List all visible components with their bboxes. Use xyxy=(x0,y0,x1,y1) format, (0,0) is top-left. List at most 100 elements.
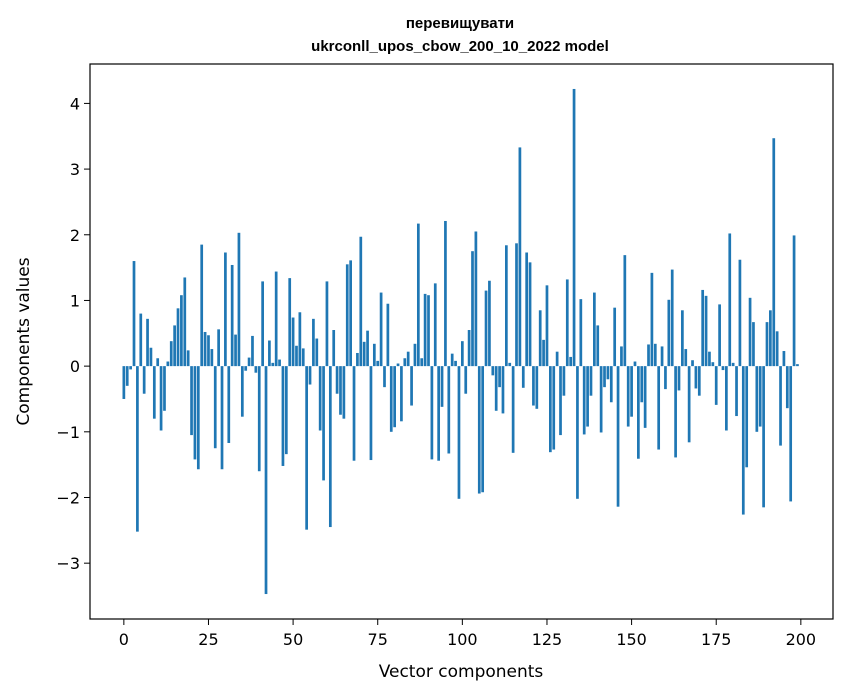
bar xyxy=(755,366,759,432)
bar xyxy=(288,278,292,367)
bar xyxy=(301,348,305,367)
bar xyxy=(136,366,139,532)
x-tick-label: 175 xyxy=(701,630,732,649)
bar xyxy=(244,366,248,371)
bar xyxy=(169,341,173,367)
bar xyxy=(454,360,457,367)
bar xyxy=(173,325,176,367)
bar xyxy=(193,366,197,460)
bar xyxy=(450,353,454,367)
bar xyxy=(653,343,657,367)
bar xyxy=(410,366,413,406)
bar xyxy=(555,351,559,367)
bar xyxy=(704,295,708,367)
bar xyxy=(427,295,430,367)
bar xyxy=(789,366,793,502)
bar xyxy=(366,330,369,367)
x-tick-label: 75 xyxy=(368,630,388,649)
bar xyxy=(796,364,799,367)
bar xyxy=(609,366,613,403)
bar xyxy=(772,138,776,367)
bar xyxy=(593,292,596,367)
bar xyxy=(379,292,383,367)
x-tick-label: 50 xyxy=(283,630,303,649)
bar xyxy=(613,307,617,367)
y-tick-label: −1 xyxy=(56,423,80,442)
bar xyxy=(538,310,542,367)
bar xyxy=(477,366,481,494)
bar xyxy=(176,308,180,367)
bar xyxy=(328,366,332,528)
bar xyxy=(393,366,396,428)
bar xyxy=(711,362,715,367)
chart-title-line-1: перевищувати xyxy=(406,15,514,32)
bar xyxy=(420,358,424,367)
bar xyxy=(745,366,749,468)
y-axis-ticks: −3 −2 −1 0 1 2 3 4 xyxy=(56,94,90,573)
bar xyxy=(606,366,610,380)
bar xyxy=(467,330,471,367)
bar xyxy=(589,366,593,396)
bar xyxy=(278,359,281,367)
y-tick-label: −2 xyxy=(56,488,80,507)
bar xyxy=(643,366,647,428)
bar xyxy=(728,233,732,367)
bar xyxy=(559,366,562,436)
bar xyxy=(701,289,705,367)
bar xyxy=(667,299,671,367)
bar xyxy=(518,147,522,367)
bar xyxy=(582,366,586,435)
bar xyxy=(349,260,352,367)
bar xyxy=(386,303,390,367)
bar xyxy=(735,366,738,417)
bar xyxy=(230,264,234,367)
bar xyxy=(413,343,417,367)
bar xyxy=(684,349,688,367)
bar xyxy=(511,366,515,453)
y-tick-label: 2 xyxy=(70,226,80,245)
bar xyxy=(721,366,725,371)
bar xyxy=(758,366,762,427)
bar xyxy=(697,366,701,396)
bar xyxy=(440,366,444,407)
bar xyxy=(657,366,661,450)
bar xyxy=(190,366,193,436)
bar xyxy=(125,366,129,386)
bar xyxy=(633,361,637,367)
bar xyxy=(305,366,308,530)
bar xyxy=(694,366,698,389)
bar xyxy=(687,366,691,443)
bar xyxy=(691,360,694,367)
bar xyxy=(569,356,573,367)
bar xyxy=(542,339,545,367)
bar xyxy=(200,244,204,367)
bar xyxy=(620,346,623,367)
bar-series xyxy=(122,88,799,595)
x-tick-label: 100 xyxy=(447,630,478,649)
bar xyxy=(775,331,779,367)
y-tick-label: 4 xyxy=(70,94,80,113)
bar xyxy=(660,346,664,367)
bar xyxy=(491,366,495,376)
bar xyxy=(650,272,654,367)
bar xyxy=(142,366,146,394)
bar xyxy=(444,220,447,367)
bar xyxy=(765,322,769,367)
x-axis-ticks: 0 25 50 75 100 125 150 175 200 xyxy=(119,619,816,649)
bar xyxy=(369,366,373,461)
bar xyxy=(183,277,187,367)
bar xyxy=(217,329,220,367)
bar xyxy=(572,88,576,367)
bar xyxy=(268,340,271,367)
bar xyxy=(400,366,403,422)
bar xyxy=(474,231,478,367)
bar xyxy=(460,341,464,367)
bar xyxy=(156,358,160,367)
bar xyxy=(210,349,214,367)
x-axis-label: Vector components xyxy=(379,662,544,682)
bar xyxy=(677,366,681,391)
bar xyxy=(528,262,532,367)
bar xyxy=(488,280,491,367)
y-tick-label: −3 xyxy=(56,554,80,573)
bar xyxy=(295,345,298,367)
